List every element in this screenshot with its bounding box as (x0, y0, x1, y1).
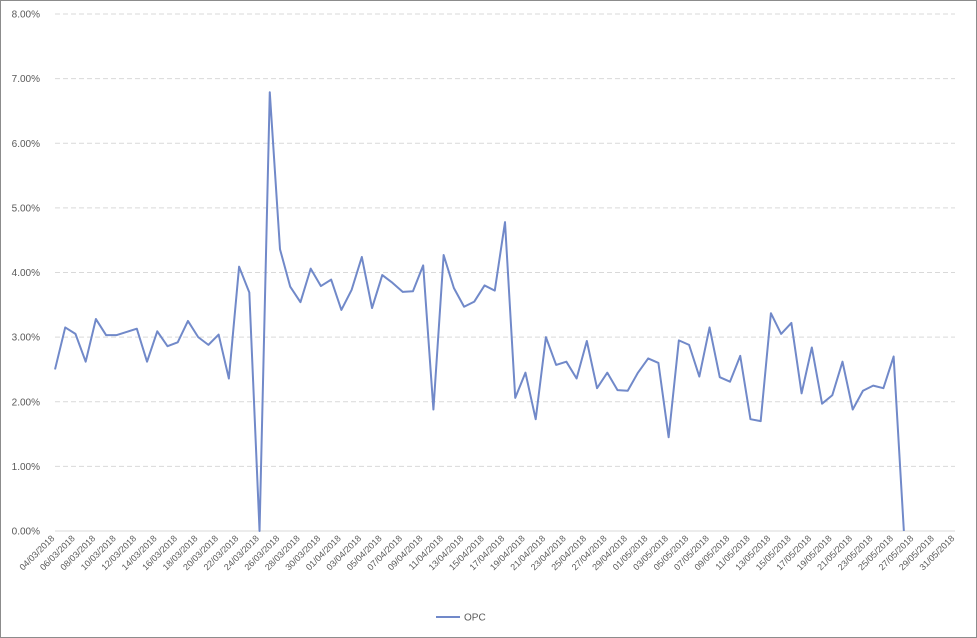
y-tick-label: 3.00% (12, 333, 40, 344)
y-tick-label: 7.00% (12, 74, 40, 85)
y-tick-label: 2.00% (12, 397, 40, 408)
y-tick-label: 5.00% (12, 203, 40, 214)
y-tick-label: 8.00% (12, 10, 40, 21)
data-line (54, 91, 905, 532)
y-tick-label: 1.00% (12, 462, 40, 473)
y-tick-label: 4.00% (12, 268, 40, 279)
legend-label: OPC (464, 613, 486, 624)
y-tick-label: 6.00% (12, 139, 40, 150)
y-tick-label: 0.00% (12, 527, 40, 538)
